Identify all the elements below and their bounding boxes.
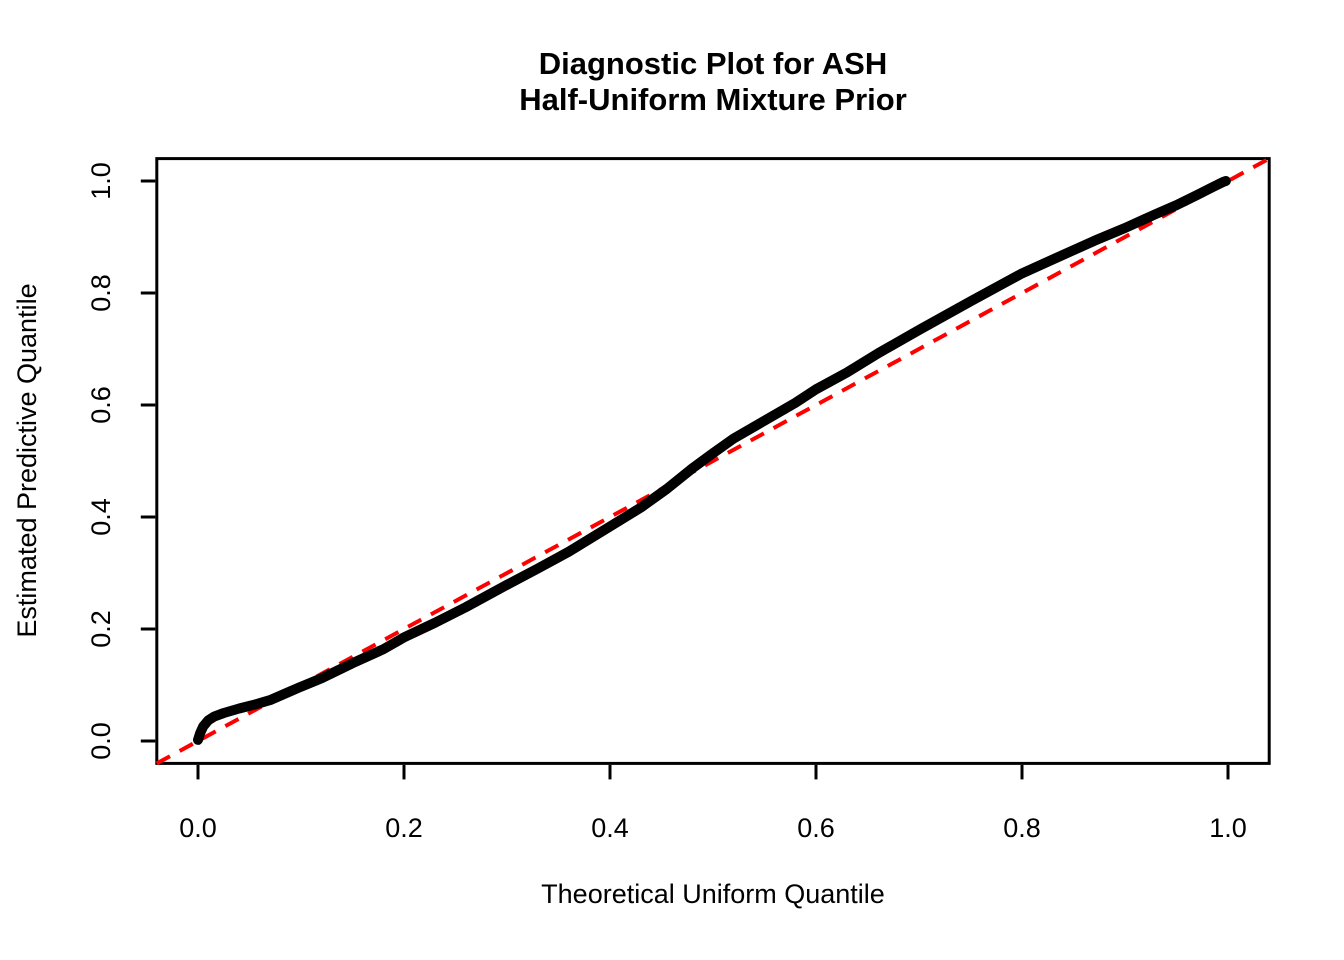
x-tick-label: 0.2 — [385, 813, 423, 843]
qq-curve — [193, 176, 1231, 745]
y-tick-label: 0.0 — [86, 722, 116, 760]
reference-diagonal-line — [155, 156, 1271, 766]
plot-box — [155, 157, 1271, 765]
chart-title-line-1: Diagnostic Plot for ASH — [539, 46, 887, 81]
y-tick-label: 1.0 — [86, 162, 116, 200]
y-tick-label: 0.8 — [86, 274, 116, 312]
y-axis: 0.0 0.2 0.4 0.6 0.8 1.0 — [86, 162, 156, 760]
chart-title-line-2: Half-Uniform Mixture Prior — [519, 82, 907, 117]
x-axis-label: Theoretical Uniform Quantile — [541, 879, 885, 909]
y-tick-label: 0.2 — [86, 610, 116, 648]
x-tick-label: 0.0 — [179, 813, 217, 843]
x-tick-label: 0.6 — [797, 813, 835, 843]
x-tick-label: 0.4 — [591, 813, 629, 843]
x-tick-label: 1.0 — [1209, 813, 1247, 843]
y-tick-label: 0.4 — [86, 498, 116, 536]
x-axis: 0.0 0.2 0.4 0.6 0.8 1.0 — [179, 764, 1247, 843]
y-axis-label: Estimated Predictive Quantile — [12, 283, 42, 637]
x-tick-label: 0.8 — [1003, 813, 1041, 843]
y-tick-label: 0.6 — [86, 386, 116, 424]
